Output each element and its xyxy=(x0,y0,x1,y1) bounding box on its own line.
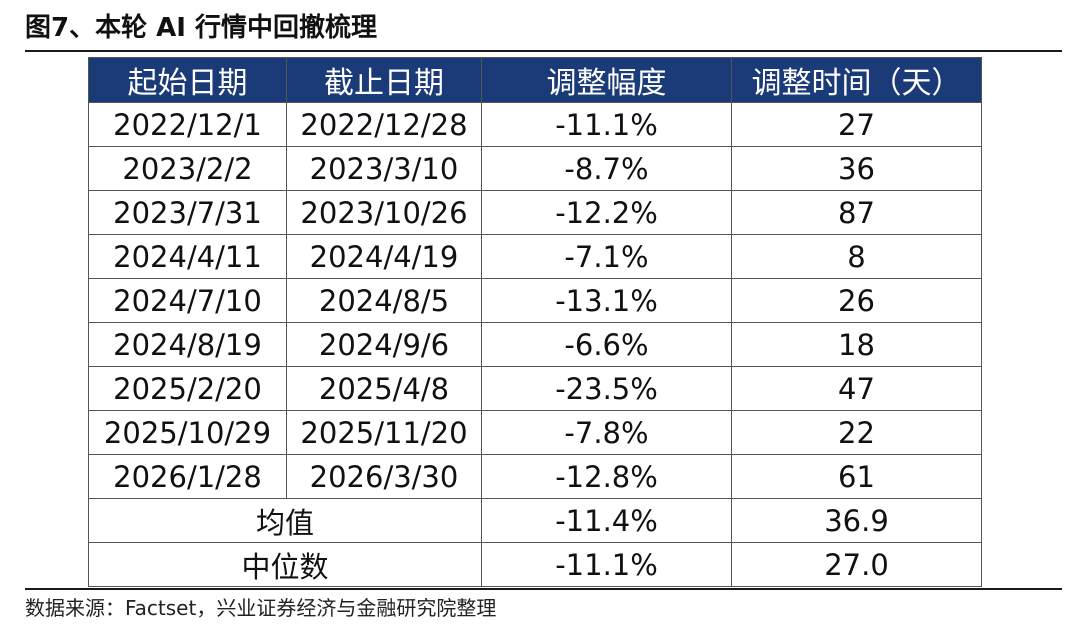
figure-title: 图7、本轮 AI 行情中回撤梳理 xyxy=(25,13,377,43)
summary-label-mean: 均值 xyxy=(88,498,482,543)
cell-start-date: 2024/7/10 xyxy=(88,278,287,323)
cell-end-date: 2024/9/6 xyxy=(286,322,482,367)
summary-label-median: 中位数 xyxy=(88,542,482,587)
header-start-date: 起始日期 xyxy=(88,57,287,103)
table-row: 2024/8/19 2024/9/6 -6.6% 18 xyxy=(88,322,982,367)
table-row: 2023/7/31 2023/10/26 -12.2% 87 xyxy=(88,190,982,235)
table-row: 2025/2/20 2025/4/8 -23.5% 47 xyxy=(88,366,982,411)
cell-duration-days: 22 xyxy=(731,410,982,455)
cell-start-date: 2024/4/11 xyxy=(88,234,287,279)
header-duration-days: 调整时间（天） xyxy=(731,57,982,103)
cell-start-date: 2025/10/29 xyxy=(88,410,287,455)
cell-duration-days: 87 xyxy=(731,190,982,235)
table-row: 2025/10/29 2025/11/20 -7.8% 22 xyxy=(88,410,982,455)
table-row: 2022/12/1 2022/12/28 -11.1% 27 xyxy=(88,102,982,147)
drawdown-table: 起始日期 截止日期 调整幅度 调整时间（天） 2022/12/1 2022/12… xyxy=(88,57,982,587)
table-row: 2023/2/2 2023/3/10 -8.7% 36 xyxy=(88,146,982,191)
header-drawdown: 调整幅度 xyxy=(481,57,732,103)
summary-mean-drawdown: -11.4% xyxy=(481,498,732,543)
cell-start-date: 2025/2/20 xyxy=(88,366,287,411)
summary-row-median: 中位数 -11.1% 27.0 xyxy=(88,542,982,587)
cell-drawdown: -23.5% xyxy=(481,366,732,411)
cell-end-date: 2024/4/19 xyxy=(286,234,482,279)
cell-end-date: 2024/8/5 xyxy=(286,278,482,323)
cell-duration-days: 26 xyxy=(731,278,982,323)
summary-mean-days: 36.9 xyxy=(731,498,982,543)
cell-start-date: 2023/7/31 xyxy=(88,190,287,235)
summary-median-days: 27.0 xyxy=(731,542,982,587)
cell-duration-days: 47 xyxy=(731,366,982,411)
cell-duration-days: 18 xyxy=(731,322,982,367)
cell-duration-days: 27 xyxy=(731,102,982,147)
cell-start-date: 2022/12/1 xyxy=(88,102,287,147)
cell-drawdown: -13.1% xyxy=(481,278,732,323)
cell-duration-days: 61 xyxy=(731,454,982,499)
cell-drawdown: -11.1% xyxy=(481,102,732,147)
cell-duration-days: 36 xyxy=(731,146,982,191)
cell-drawdown: -6.6% xyxy=(481,322,732,367)
cell-drawdown: -7.1% xyxy=(481,234,732,279)
cell-start-date: 2024/8/19 xyxy=(88,322,287,367)
table-row: 2024/4/11 2024/4/19 -7.1% 8 xyxy=(88,234,982,279)
table-header-row: 起始日期 截止日期 调整幅度 调整时间（天） xyxy=(88,57,982,103)
cell-start-date: 2026/1/28 xyxy=(88,454,287,499)
bottom-rule xyxy=(25,588,1062,590)
cell-drawdown: -12.8% xyxy=(481,454,732,499)
header-end-date: 截止日期 xyxy=(286,57,482,103)
source-note: 数据来源：Factset，兴业证券经济与金融研究院整理 xyxy=(25,596,497,620)
cell-drawdown: -7.8% xyxy=(481,410,732,455)
cell-end-date: 2023/10/26 xyxy=(286,190,482,235)
cell-start-date: 2023/2/2 xyxy=(88,146,287,191)
cell-drawdown: -8.7% xyxy=(481,146,732,191)
top-rule xyxy=(25,50,1062,52)
summary-median-drawdown: -11.1% xyxy=(481,542,732,587)
table-row: 2024/7/10 2024/8/5 -13.1% 26 xyxy=(88,278,982,323)
summary-row-mean: 均值 -11.4% 36.9 xyxy=(88,498,982,543)
cell-end-date: 2023/3/10 xyxy=(286,146,482,191)
cell-end-date: 2025/11/20 xyxy=(286,410,482,455)
table-row: 2026/1/28 2026/3/30 -12.8% 61 xyxy=(88,454,982,499)
cell-drawdown: -12.2% xyxy=(481,190,732,235)
cell-end-date: 2025/4/8 xyxy=(286,366,482,411)
cell-end-date: 2026/3/30 xyxy=(286,454,482,499)
cell-end-date: 2022/12/28 xyxy=(286,102,482,147)
cell-duration-days: 8 xyxy=(731,234,982,279)
